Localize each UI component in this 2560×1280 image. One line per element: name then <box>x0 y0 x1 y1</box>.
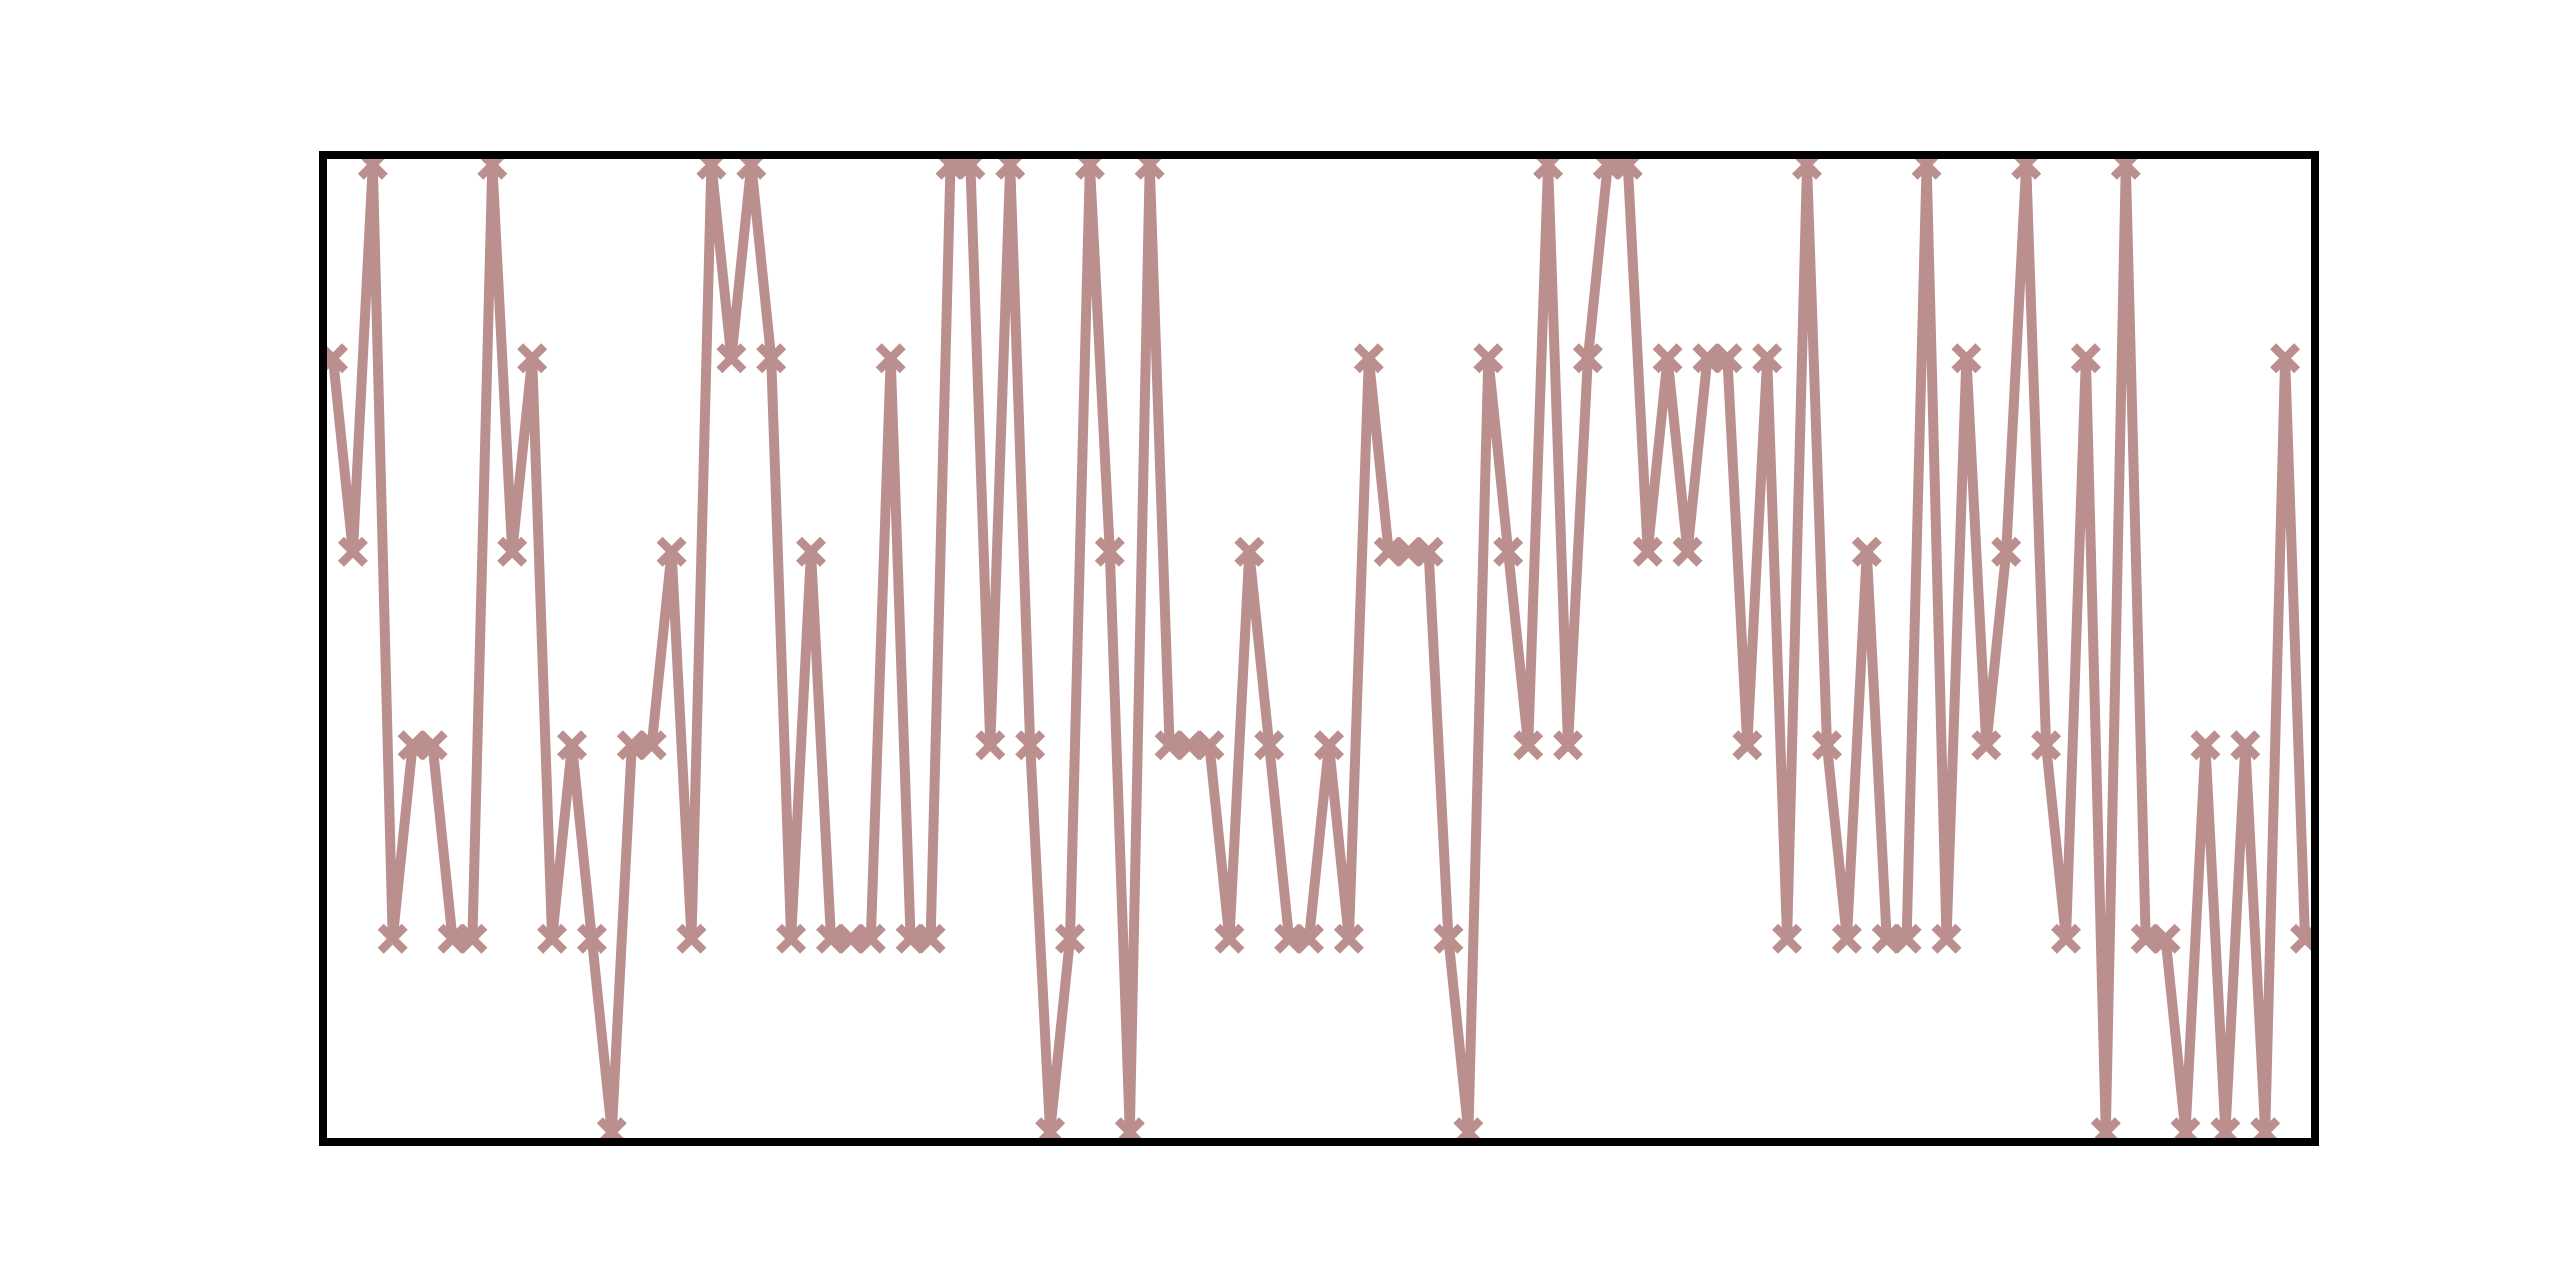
data-point-marker <box>1035 1117 1066 1142</box>
data-point-marker <box>2110 155 2141 180</box>
series-line <box>328 159 2310 1133</box>
data-point-marker <box>1333 923 1364 954</box>
data-point-marker <box>1672 536 1703 567</box>
data-point-marker <box>1114 1117 1145 1142</box>
data-point-marker <box>875 343 906 374</box>
data-point-marker <box>1493 536 1524 567</box>
data-point-marker <box>1074 155 1105 180</box>
data-point-marker <box>1294 923 1324 954</box>
data-point-marker <box>377 923 408 954</box>
data-point-marker <box>1473 343 1504 374</box>
data-point-marker <box>1652 343 1683 374</box>
data-point-marker <box>756 343 787 374</box>
data-point-marker <box>537 923 568 954</box>
data-point-marker <box>2250 1117 2281 1142</box>
data-point-marker <box>2051 923 2081 954</box>
data-point-marker <box>2170 1117 2201 1142</box>
data-point-marker <box>1453 1117 1484 1142</box>
plot-area <box>323 155 2315 1142</box>
data-point-marker <box>676 923 707 954</box>
data-point-marker <box>1314 730 1344 761</box>
data-point-marker <box>1931 923 1962 954</box>
data-point-marker <box>1513 730 1544 761</box>
data-point-marker <box>2090 1117 2121 1142</box>
data-point-marker <box>636 730 667 761</box>
data-point-marker <box>2290 923 2315 954</box>
data-point-marker <box>1055 923 1085 954</box>
data-point-marker <box>1572 343 1603 374</box>
data-point-marker <box>2150 923 2181 954</box>
data-point-marker <box>975 730 1006 761</box>
data-point-marker <box>1612 155 1643 180</box>
data-point-marker <box>417 730 448 761</box>
data-point-marker <box>1991 536 2022 567</box>
data-point-marker <box>1891 923 1922 954</box>
data-point-marker <box>796 536 826 567</box>
data-point-marker <box>357 155 388 180</box>
data-point-marker <box>2270 343 2301 374</box>
data-point-marker <box>995 155 1026 180</box>
data-point-marker <box>1632 536 1663 567</box>
data-point-marker <box>955 155 986 180</box>
data-point-marker <box>596 1117 627 1142</box>
data-point-marker <box>323 343 348 374</box>
data-point-marker <box>1194 730 1225 761</box>
data-point-marker <box>1752 343 1783 374</box>
data-point-marker <box>855 923 886 954</box>
data-point-marker <box>2031 730 2062 761</box>
data-point-marker <box>1254 730 1285 761</box>
axes-frame <box>319 151 2319 1146</box>
data-point-marker <box>2070 343 2101 374</box>
data-point-marker <box>2230 730 2261 761</box>
data-point-marker <box>477 155 508 180</box>
data-point-marker <box>776 923 807 954</box>
data-point-marker <box>1772 923 1803 954</box>
data-point-marker <box>1911 155 1942 180</box>
data-point-marker <box>557 730 587 761</box>
data-point-marker <box>1214 923 1245 954</box>
data-point-marker <box>1732 730 1763 761</box>
data-point-marker <box>497 536 528 567</box>
data-point-marker <box>1812 730 1842 761</box>
data-point-marker <box>457 923 488 954</box>
data-point-marker <box>1533 155 1564 180</box>
data-point-marker <box>1234 536 1265 567</box>
data-point-marker <box>576 923 607 954</box>
data-point-marker <box>1413 536 1444 567</box>
data-point-marker <box>696 155 727 180</box>
data-point-marker <box>1712 343 1743 374</box>
data-point-marker <box>1971 730 2002 761</box>
data-point-marker <box>1353 343 1384 374</box>
data-point-marker <box>1553 730 1583 761</box>
data-point-marker <box>517 343 548 374</box>
data-point-marker <box>736 155 767 180</box>
data-point-marker <box>337 536 368 567</box>
data-point-marker <box>1951 343 1982 374</box>
data-point-marker <box>716 343 747 374</box>
data-point-marker <box>656 536 687 567</box>
data-point-marker <box>1831 923 1862 954</box>
data-point-marker <box>1094 536 1125 567</box>
data-point-marker <box>915 923 946 954</box>
data-point-marker <box>2210 1117 2241 1142</box>
data-point-marker <box>1015 730 1046 761</box>
data-point-marker <box>2190 730 2221 761</box>
data-point-marker <box>1134 155 1165 180</box>
data-point-marker <box>1433 923 1464 954</box>
data-point-marker <box>1851 536 1882 567</box>
data-point-marker <box>2011 155 2042 180</box>
data-point-marker <box>1792 155 1822 180</box>
